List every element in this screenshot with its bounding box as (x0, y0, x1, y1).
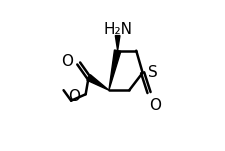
Text: H₂N: H₂N (103, 22, 132, 37)
Polygon shape (87, 75, 109, 90)
Text: O: O (149, 98, 161, 113)
Text: O: O (68, 89, 80, 104)
Text: O: O (61, 54, 73, 69)
Polygon shape (115, 36, 120, 51)
Polygon shape (109, 50, 121, 90)
Text: S: S (148, 65, 157, 80)
